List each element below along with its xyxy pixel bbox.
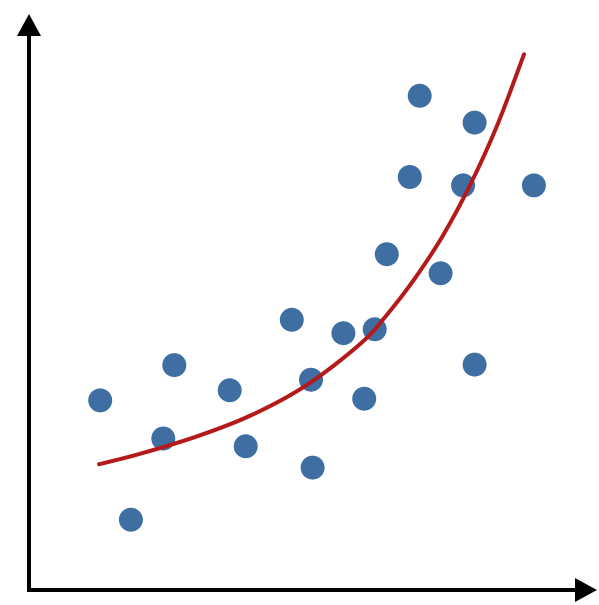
data-point-5 — [217, 378, 242, 403]
data-point-20 — [521, 173, 546, 198]
data-point-2 — [118, 507, 143, 532]
data-point-18 — [462, 110, 487, 135]
data-point-1 — [88, 388, 113, 413]
x-axis-arrowhead — [575, 578, 597, 602]
data-point-7 — [279, 307, 304, 332]
data-point-11 — [352, 386, 377, 411]
data-point-15 — [407, 83, 432, 108]
data-points — [88, 83, 546, 532]
data-point-13 — [374, 242, 399, 267]
data-point-10 — [331, 321, 356, 346]
data-point-9 — [300, 455, 325, 480]
data-point-4 — [162, 353, 187, 378]
y-axis-arrowhead — [17, 14, 41, 36]
data-point-6 — [233, 434, 258, 459]
trend-curve — [97, 52, 526, 467]
data-point-14 — [397, 165, 422, 189]
data-point-16 — [428, 261, 453, 286]
data-point-19 — [462, 352, 487, 377]
